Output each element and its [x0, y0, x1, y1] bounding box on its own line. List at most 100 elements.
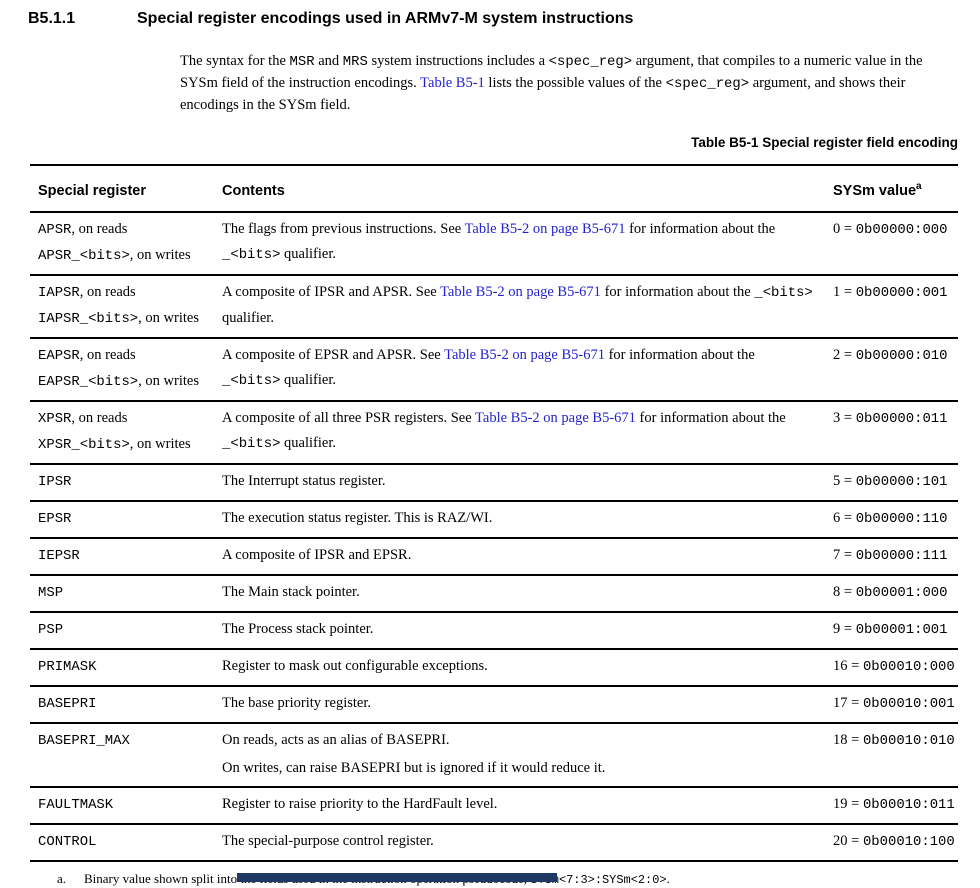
sysm-binary-value: 0b00000:110 [855, 510, 948, 527]
code-text: PSP [38, 621, 64, 638]
sysm-equals: = [847, 795, 863, 812]
text-segment: , on reads [71, 220, 128, 237]
sysm-value-cell: 7 = 0b00000:111 [833, 537, 958, 576]
code-text: APSR_<bits> [38, 247, 130, 264]
sysm-binary-value: 0b00010:011 [862, 796, 955, 813]
contents-line: The Process stack pointer. [222, 617, 813, 642]
text-segment: , on reads [79, 283, 136, 300]
contents-cell: A composite of all three PSR registers. … [222, 400, 833, 465]
contents-cell: The base priority register. [222, 685, 833, 724]
section-title: Special register encodings used in ARMv7… [137, 10, 634, 27]
contents-cell: The execution status register. This is R… [222, 500, 833, 539]
sysm-binary-value: 0b00010:001 [862, 695, 955, 712]
register-cell: IAPSR, on reads IAPSR_<bits>, on writes [30, 274, 222, 339]
register-name-line: IAPSR, on reads [38, 280, 222, 306]
text-segment: A composite of IPSR and APSR. See [222, 283, 441, 300]
section-heading: B5.1.1 Special register encodings used i… [0, 0, 980, 28]
code-text: _<bits> [222, 372, 281, 389]
register-cell: BASEPRI [30, 685, 222, 724]
contents-line: Register to raise priority to the HardFa… [222, 792, 813, 817]
table-b5-2-link[interactable]: Table B5-2 on page B5-671 [440, 283, 601, 300]
sysm-decimal-value: 8 [833, 583, 841, 600]
register-cell: EPSR [30, 500, 222, 539]
register-cell: CONTROL [30, 823, 222, 862]
table-row: FAULTMASK Register to raise priority to t… [30, 786, 958, 825]
register-name-line: IPSR [38, 469, 222, 495]
table-row: CONTROL The special-purpose control regis… [30, 823, 958, 862]
sysm-binary-value: 0b00001:001 [855, 621, 948, 638]
sysm-value-cell: 0 = 0b00000:000 [833, 211, 958, 276]
sysm-value-cell: 3 = 0b00000:011 [833, 400, 958, 465]
contents-cell: On reads, acts as an alias of BASEPRI. On… [222, 722, 833, 788]
table-row: BASEPRI The base priority register. 17 = 0… [30, 685, 958, 724]
table-row: EPSR The execution status register. This … [30, 500, 958, 539]
table-b5-1-link[interactable]: Table B5-1 [420, 75, 485, 91]
text-segment: Register to raise priority to the HardFa… [222, 795, 498, 812]
table-row: BASEPRI_MAX On reads, acts as an alias of… [30, 722, 958, 788]
register-name-line: PRIMASK [38, 654, 222, 680]
text-segment: qualifier. [222, 309, 274, 326]
table-b5-2-link[interactable]: Table B5-2 on page B5-671 [475, 409, 636, 426]
text-segment: , on writes [138, 372, 199, 389]
sysm-equals: = [847, 731, 863, 748]
register-name-line: XPSR_<bits>, on writes [38, 432, 222, 458]
sysm-value-cell: 8 = 0b00001:000 [833, 574, 958, 613]
text-segment: A composite of all three PSR registers. … [222, 409, 476, 426]
sysm-value-cell: 2 = 0b00000:010 [833, 337, 958, 402]
sysm-equals: = [840, 583, 856, 600]
text-segment: for information about the [625, 220, 776, 237]
bottom-bar [237, 873, 557, 882]
register-name-line: XPSR, on reads [38, 406, 222, 432]
code-text: PRIMASK [38, 658, 97, 675]
sysm-equals: = [840, 283, 856, 300]
table-row: IAPSR, on reads IAPSR_<bits>, on writes A … [30, 274, 958, 339]
sysm-equals: = [840, 509, 856, 526]
register-cell: PSP [30, 611, 222, 650]
contents-cell: The Main stack pointer. [222, 574, 833, 613]
register-name-line: APSR, on reads [38, 217, 222, 243]
code-text: CONTROL [38, 833, 97, 850]
contents-cell: A composite of IPSR and EPSR. [222, 537, 833, 576]
sysm-value-cell: 16 = 0b00010:000 [833, 648, 958, 687]
code-text: MSR [289, 54, 315, 70]
register-name-line: EAPSR_<bits>, on writes [38, 369, 222, 395]
contents-line: The execution status register. This is R… [222, 506, 813, 531]
code-text: IEPSR [38, 547, 80, 564]
text-segment: , on reads [71, 409, 128, 426]
register-name-line: BASEPRI_MAX [38, 728, 222, 754]
contents-line: On writes, can raise BASEPRI but is igno… [222, 756, 813, 781]
text-segment: and [314, 53, 343, 69]
text-segment: The Main stack pointer. [222, 583, 360, 600]
register-name-line: MSP [38, 580, 222, 606]
table-b5-2-link[interactable]: Table B5-2 on page B5-671 [464, 220, 626, 237]
register-name-line: FAULTMASK [38, 792, 222, 818]
contents-cell: Register to raise priority to the HardFa… [222, 786, 833, 825]
text-segment: , on writes [129, 435, 191, 452]
code-text: XPSR_<bits> [38, 436, 130, 453]
register-name-line: EAPSR, on reads [38, 343, 222, 369]
column-header-contents: Contents [222, 165, 833, 213]
register-cell: XPSR, on reads XPSR_<bits>, on writes [30, 400, 222, 465]
table-row: APSR, on reads APSR_<bits>, on writes The … [30, 211, 958, 276]
code-text: <spec_reg> [665, 76, 750, 92]
contents-line: A composite of IPSR and APSR. See Table … [222, 280, 813, 331]
text-segment: Register to mask out configurable except… [222, 657, 488, 674]
contents-line: A composite of EPSR and APSR. See Table … [222, 343, 813, 394]
column-header-sysm-label: SYSm value [833, 182, 917, 199]
contents-cell: The flags from previous instructions. Se… [222, 211, 833, 276]
table-b5-2-link[interactable]: Table B5-2 on page B5-671 [444, 346, 605, 363]
sysm-decimal-value: 7 [833, 546, 841, 563]
intro-paragraph: The syntax for the MSR and MRS system in… [180, 51, 958, 116]
code-text: _<bits> [222, 246, 281, 263]
text-segment: qualifier. [280, 245, 336, 262]
column-header-sysm-value: SYSm valuea [833, 165, 958, 213]
register-name-line: IAPSR_<bits>, on writes [38, 306, 222, 332]
contents-line: The flags from previous instructions. Se… [222, 217, 813, 268]
sysm-decimal-value: 5 [833, 472, 841, 489]
sysm-equals: = [840, 546, 856, 563]
text-segment: The Interrupt status register. [222, 472, 386, 489]
text-segment: A composite of EPSR and APSR. See [222, 346, 445, 363]
sysm-value-cell: 1 = 0b00000:001 [833, 274, 958, 339]
text-segment: . [666, 870, 670, 886]
